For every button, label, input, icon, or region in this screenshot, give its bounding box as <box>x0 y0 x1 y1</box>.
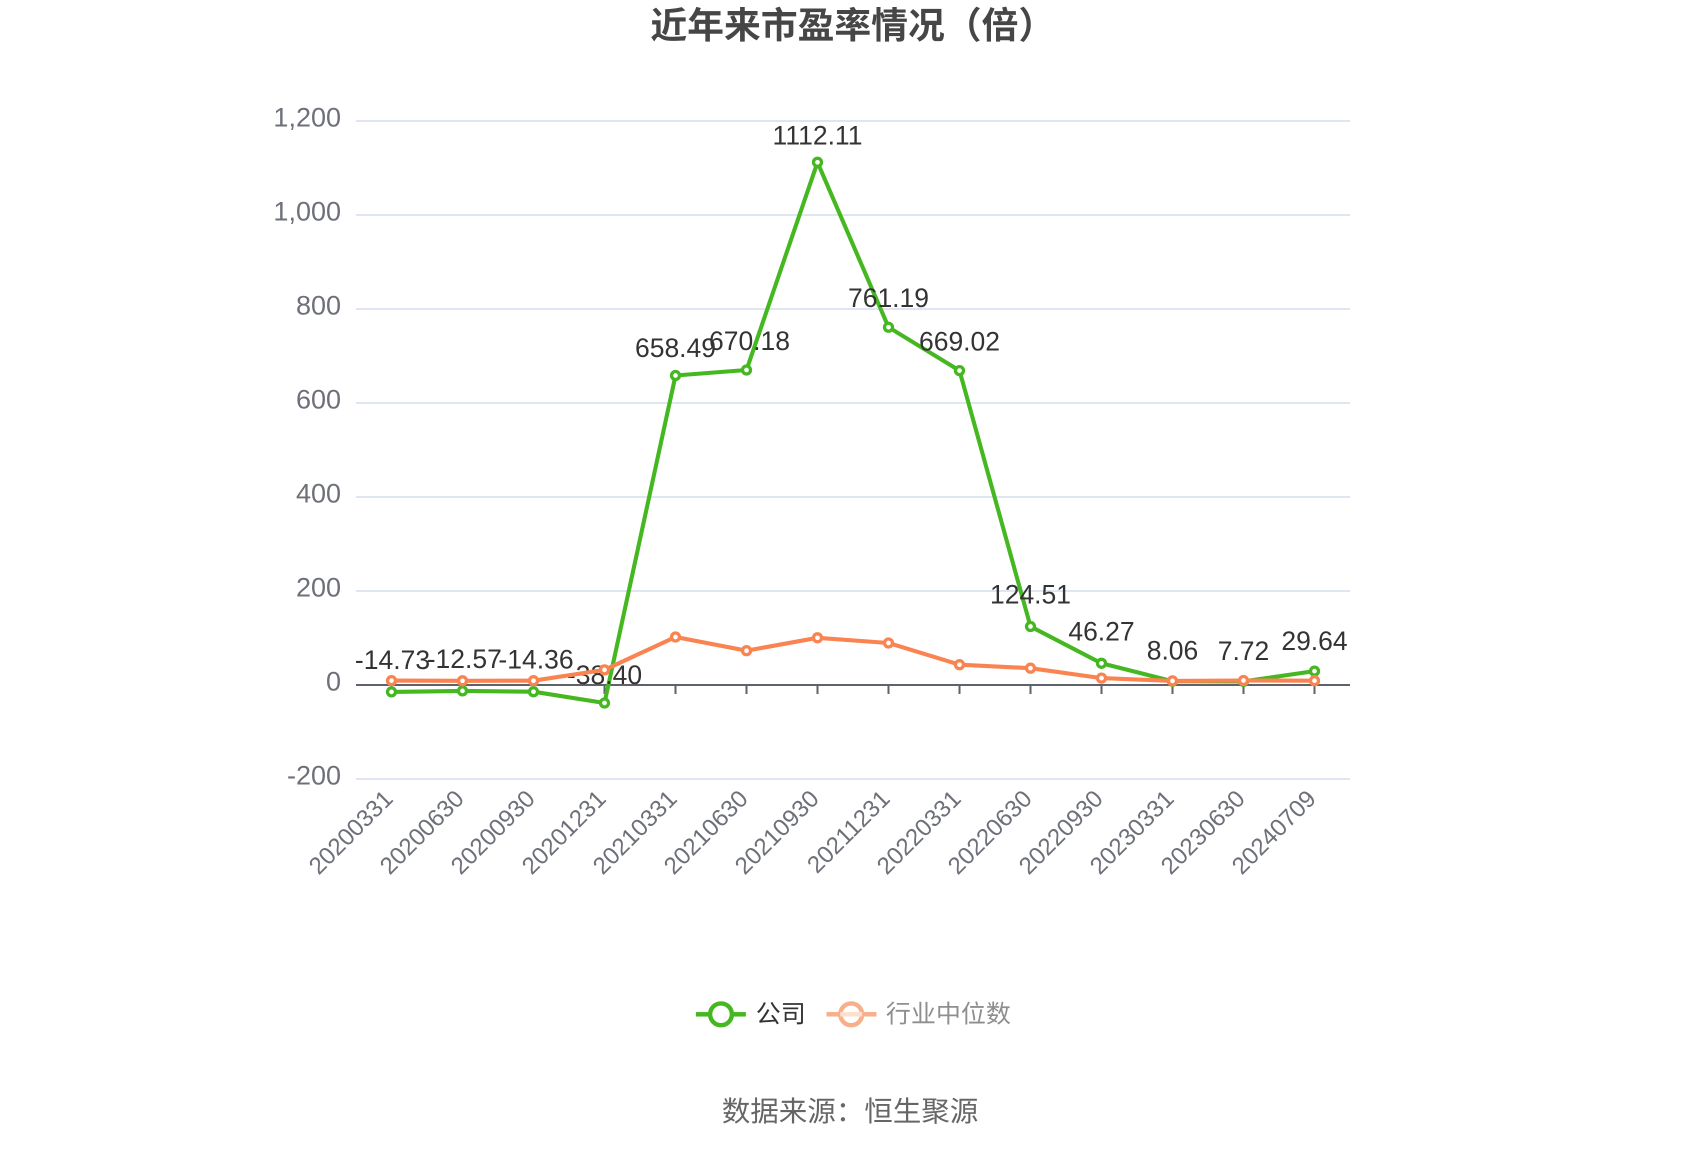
svg-text:400: 400 <box>296 479 341 509</box>
svg-text:8.06: 8.06 <box>1147 636 1199 666</box>
svg-text:658.49: 658.49 <box>635 333 716 363</box>
svg-text:-12.57: -12.57 <box>427 644 502 674</box>
svg-text:1,200: 1,200 <box>273 103 341 133</box>
svg-text:-14.36: -14.36 <box>498 645 573 675</box>
svg-text:200: 200 <box>296 573 341 603</box>
svg-text:124.51: 124.51 <box>990 580 1071 610</box>
svg-text:1,000: 1,000 <box>273 197 341 227</box>
svg-text:29.64: 29.64 <box>1281 626 1347 656</box>
svg-text:-14.73: -14.73 <box>355 645 430 675</box>
svg-text:670.18: 670.18 <box>709 326 790 356</box>
svg-text:46.27: 46.27 <box>1068 616 1134 646</box>
svg-text:7.72: 7.72 <box>1218 636 1270 666</box>
svg-text:600: 600 <box>296 385 341 415</box>
svg-text:1112.11: 1112.11 <box>773 120 863 150</box>
svg-text:669.02: 669.02 <box>919 327 1000 357</box>
svg-text:0: 0 <box>326 667 341 697</box>
svg-text:761.19: 761.19 <box>848 283 929 313</box>
svg-text:-200: -200 <box>287 761 341 791</box>
svg-text:800: 800 <box>296 291 341 321</box>
